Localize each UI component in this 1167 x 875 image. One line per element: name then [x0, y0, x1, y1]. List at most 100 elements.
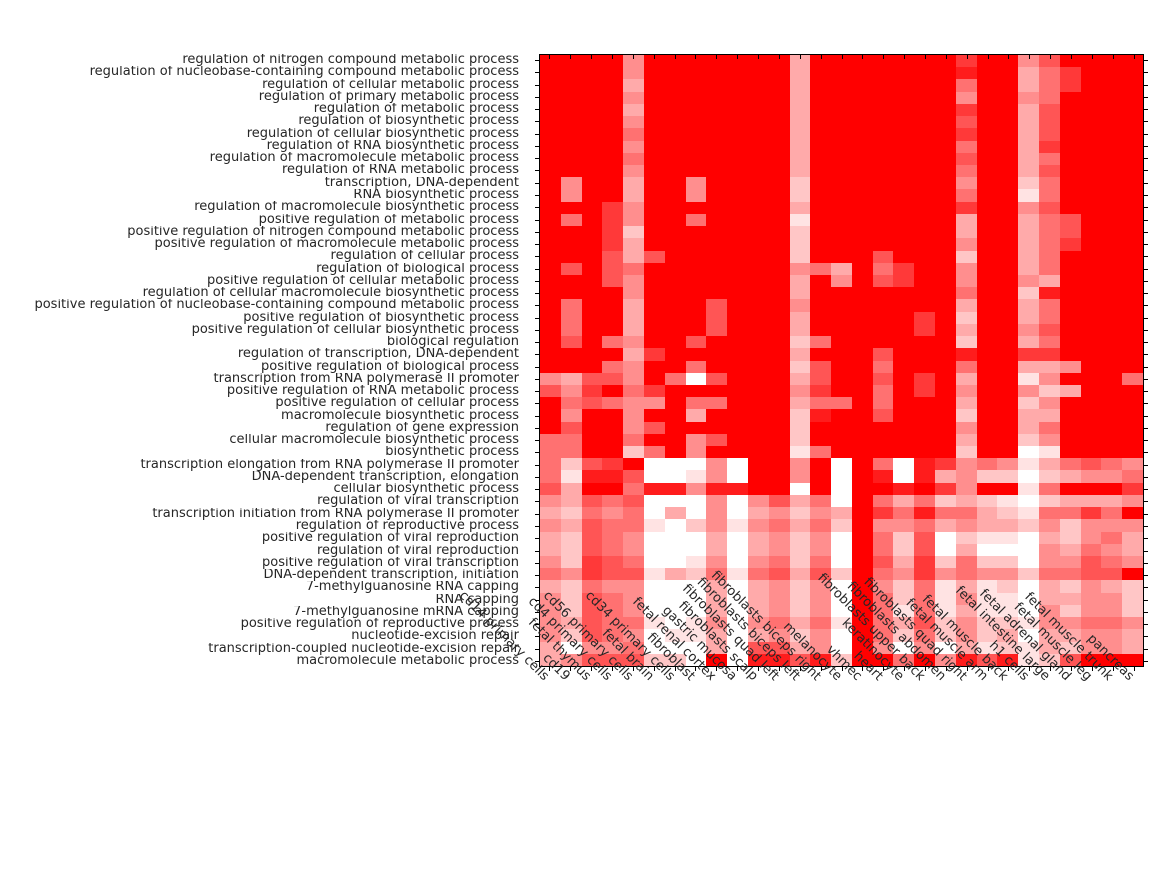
row-label: biosynthetic process — [385, 446, 519, 459]
heatmap-cell — [560, 568, 582, 581]
heatmap-cell — [1059, 604, 1081, 618]
heatmap-cell — [1039, 433, 1060, 447]
heatmap-cell — [935, 384, 956, 398]
heatmap-cell — [1122, 470, 1143, 483]
heatmap-cell — [768, 336, 790, 349]
heatmap-cell — [851, 201, 873, 214]
heatmap-cell — [1018, 67, 1040, 80]
heatmap-cell — [1059, 299, 1081, 312]
heatmap-cell — [789, 531, 811, 544]
axis-tick — [535, 207, 539, 209]
heatmap-cell — [997, 580, 1019, 593]
heatmap-cell — [768, 617, 790, 630]
heatmap-cell — [851, 507, 873, 520]
heatmap-cell — [851, 592, 873, 605]
heatmap-cell — [727, 580, 748, 593]
heatmap-cell — [1039, 164, 1060, 178]
heatmap-cell — [893, 177, 915, 190]
heatmap-cell — [602, 226, 624, 239]
heatmap-cell — [955, 323, 977, 337]
heatmap-cell — [560, 140, 582, 153]
heatmap-cell — [810, 470, 832, 483]
heatmap-cell — [685, 617, 707, 630]
heatmap-cell — [955, 507, 977, 520]
heatmap-cell — [540, 189, 561, 202]
heatmap-cell — [997, 372, 1019, 385]
heatmap-cell — [685, 507, 707, 520]
heatmap-cell — [955, 543, 977, 557]
heatmap-cell — [623, 543, 644, 557]
heatmap-cell — [727, 629, 748, 642]
axis-tick — [778, 55, 780, 59]
heatmap-cell — [1018, 287, 1040, 300]
heatmap-cell — [602, 470, 624, 483]
heatmap-plot — [539, 54, 1144, 667]
heatmap-cell — [1018, 653, 1040, 666]
row-label: positive regulation of biological proces… — [260, 360, 519, 373]
heatmap-cell — [1059, 226, 1081, 239]
heatmap-cell — [997, 433, 1019, 447]
heatmap-cell — [768, 409, 790, 422]
heatmap-cell — [997, 556, 1019, 569]
heatmap-cell — [893, 201, 915, 214]
heatmap-cell — [810, 397, 832, 410]
heatmap-cell — [872, 177, 894, 190]
axis-tick — [570, 55, 572, 59]
heatmap-cell — [914, 568, 936, 581]
heatmap-cell — [831, 604, 852, 618]
heatmap-cell — [540, 299, 561, 312]
heatmap-cell — [997, 336, 1019, 349]
heatmap-cell — [643, 323, 665, 337]
heatmap-cell — [623, 262, 644, 275]
heatmap-cell — [581, 397, 603, 410]
heatmap-cell — [893, 617, 915, 630]
row-label: positive regulation of cellular biosynth… — [191, 323, 519, 336]
heatmap-cell — [831, 543, 852, 557]
axis-tick — [674, 55, 676, 59]
heatmap-cell — [851, 531, 873, 544]
heatmap-cell — [935, 592, 956, 605]
heatmap-cell — [810, 311, 832, 324]
heatmap-cell — [727, 433, 748, 447]
heatmap-cell — [623, 128, 644, 141]
axis-tick — [535, 244, 539, 246]
heatmap-cell — [540, 360, 561, 373]
heatmap-cell — [789, 580, 811, 593]
heatmap-cell — [851, 421, 873, 434]
heatmap-cell — [914, 250, 936, 263]
heatmap-cell — [664, 629, 686, 642]
heatmap-cell — [623, 446, 644, 459]
heatmap-cell — [1080, 152, 1102, 165]
heatmap-cell — [747, 397, 769, 410]
heatmap-cell — [623, 580, 644, 593]
heatmap-cell — [810, 213, 832, 227]
heatmap-cell — [1080, 336, 1102, 349]
heatmap-cell — [747, 348, 769, 361]
heatmap-cell — [623, 409, 644, 422]
heatmap-cell — [1039, 91, 1060, 104]
heatmap-cell — [997, 79, 1019, 92]
heatmap-cell — [976, 250, 998, 263]
heatmap-cell — [623, 79, 644, 92]
heatmap-cell — [997, 629, 1019, 642]
heatmap-cell — [872, 116, 894, 129]
heatmap-cell — [685, 604, 707, 618]
heatmap-cell — [664, 201, 686, 214]
heatmap-cell — [602, 604, 624, 618]
heatmap-cell — [706, 556, 728, 569]
axis-tick — [1070, 667, 1072, 671]
heatmap-cell — [560, 67, 582, 80]
heatmap-cell — [664, 482, 686, 495]
heatmap-cell — [872, 519, 894, 532]
row-label: DNA-dependent transcription, initiation — [263, 569, 519, 582]
heatmap-cell — [581, 91, 603, 104]
axis-tick — [1144, 599, 1148, 601]
heatmap-cell — [1018, 140, 1040, 153]
axis-tick — [1091, 667, 1093, 671]
heatmap-cell — [768, 470, 790, 483]
heatmap-cell — [1059, 519, 1081, 532]
heatmap-cell — [1059, 67, 1081, 80]
axis-tick — [1144, 244, 1148, 246]
heatmap-cell — [872, 409, 894, 422]
heatmap-cell — [727, 274, 748, 288]
